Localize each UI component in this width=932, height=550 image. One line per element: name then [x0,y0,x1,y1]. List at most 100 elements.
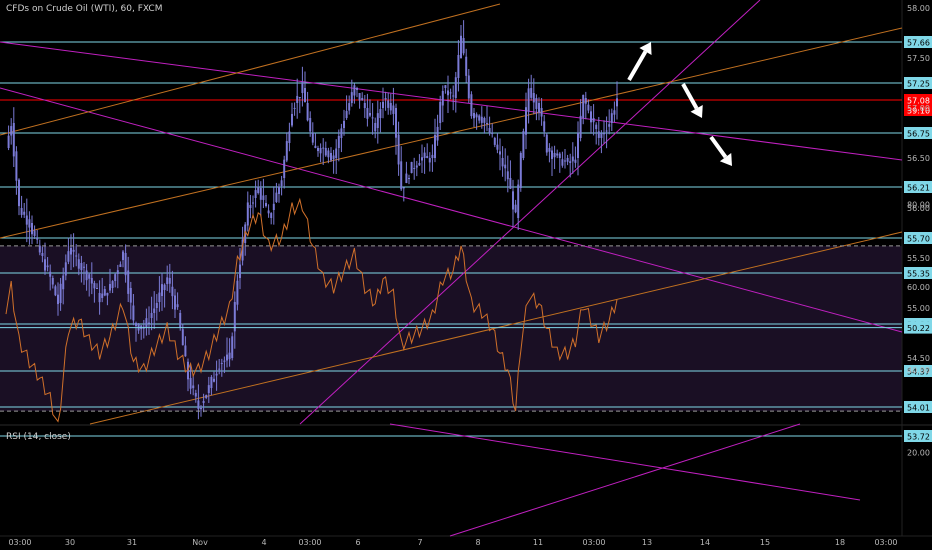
candle-body [184,345,187,357]
candle [366,93,369,127]
candle-body [23,211,26,215]
chart-title: CFDs on Crude Oil (WTI), 60, FXCM [6,4,163,14]
candle-body [20,208,23,215]
candle [20,195,23,218]
level-label: 56.21 [907,184,930,193]
candle [106,292,109,306]
candle [592,104,595,136]
candle [267,204,270,218]
candle-body [519,152,522,188]
candle-body [220,363,223,364]
candle [597,116,600,146]
candle [187,358,189,392]
candle [530,74,533,101]
candle [509,160,512,189]
candle-body [174,295,176,310]
candle [340,123,343,153]
candle [501,146,504,177]
candle [483,116,486,134]
candle-body [421,157,423,161]
candle [514,199,517,214]
candle [358,92,361,109]
candle-body [267,210,270,214]
candle-body [270,213,273,218]
candle [291,102,293,128]
candle [174,288,176,319]
candle [436,114,439,146]
candle [579,99,582,142]
candle-body [98,293,101,303]
candle [184,336,187,357]
x-tick-label: 13 [642,538,652,547]
candle [194,389,197,403]
candle-body [571,156,574,162]
candle [311,122,314,146]
candle [306,91,309,122]
candle [111,280,114,294]
candle [574,146,577,168]
candle [23,202,26,218]
rsi-band [0,245,902,412]
candle [202,393,205,413]
candle-body [415,165,418,168]
candle-body [540,108,543,117]
candle [64,254,67,281]
candle-body [301,82,304,93]
candle [478,114,481,124]
candle [415,160,418,177]
candle [317,145,319,157]
candle-body [361,98,364,101]
candle [470,91,473,119]
candle-body [395,108,397,138]
y-tick-label: 55.50 [907,254,930,263]
candle-body [228,352,231,360]
candle-body [72,249,75,252]
candle-body [332,155,335,160]
candle-body [236,280,239,305]
candle-body [150,313,153,318]
candle-body [38,245,41,253]
candle-body [509,178,512,189]
candle [356,86,358,98]
candle-body [18,179,20,207]
candle-body [197,400,200,409]
candle [337,129,340,162]
candle [587,99,590,114]
candle [49,264,52,291]
candle-body [579,115,582,138]
candle-body [70,248,72,255]
level-tag [904,127,932,139]
candle [605,116,608,149]
candle [462,20,465,56]
candle-body [465,56,468,76]
y-tick-label: 57.50 [907,54,930,63]
candle [379,102,382,133]
candle-body [246,202,249,226]
candle-body [75,255,78,257]
candle-body [324,148,327,156]
candle-body [36,238,39,240]
current-price-label: 57.08 [907,97,930,106]
candle-body [158,292,161,302]
candle-body [512,191,514,210]
candle-body [168,278,171,284]
candle [525,92,527,150]
candle [205,394,208,400]
y-tick-label: 56.50 [907,154,930,163]
candle [387,92,390,115]
candle [491,123,494,138]
candle [38,239,41,256]
candle [493,136,496,148]
candle-body [584,98,587,104]
candle [369,99,371,118]
candle [353,83,356,104]
candle [441,85,444,123]
candle [132,293,135,326]
candle-body [496,144,499,150]
candle-body [538,103,540,113]
candle-body [345,110,348,118]
candle [298,96,301,114]
candle [600,130,603,154]
candle-body [600,133,603,138]
